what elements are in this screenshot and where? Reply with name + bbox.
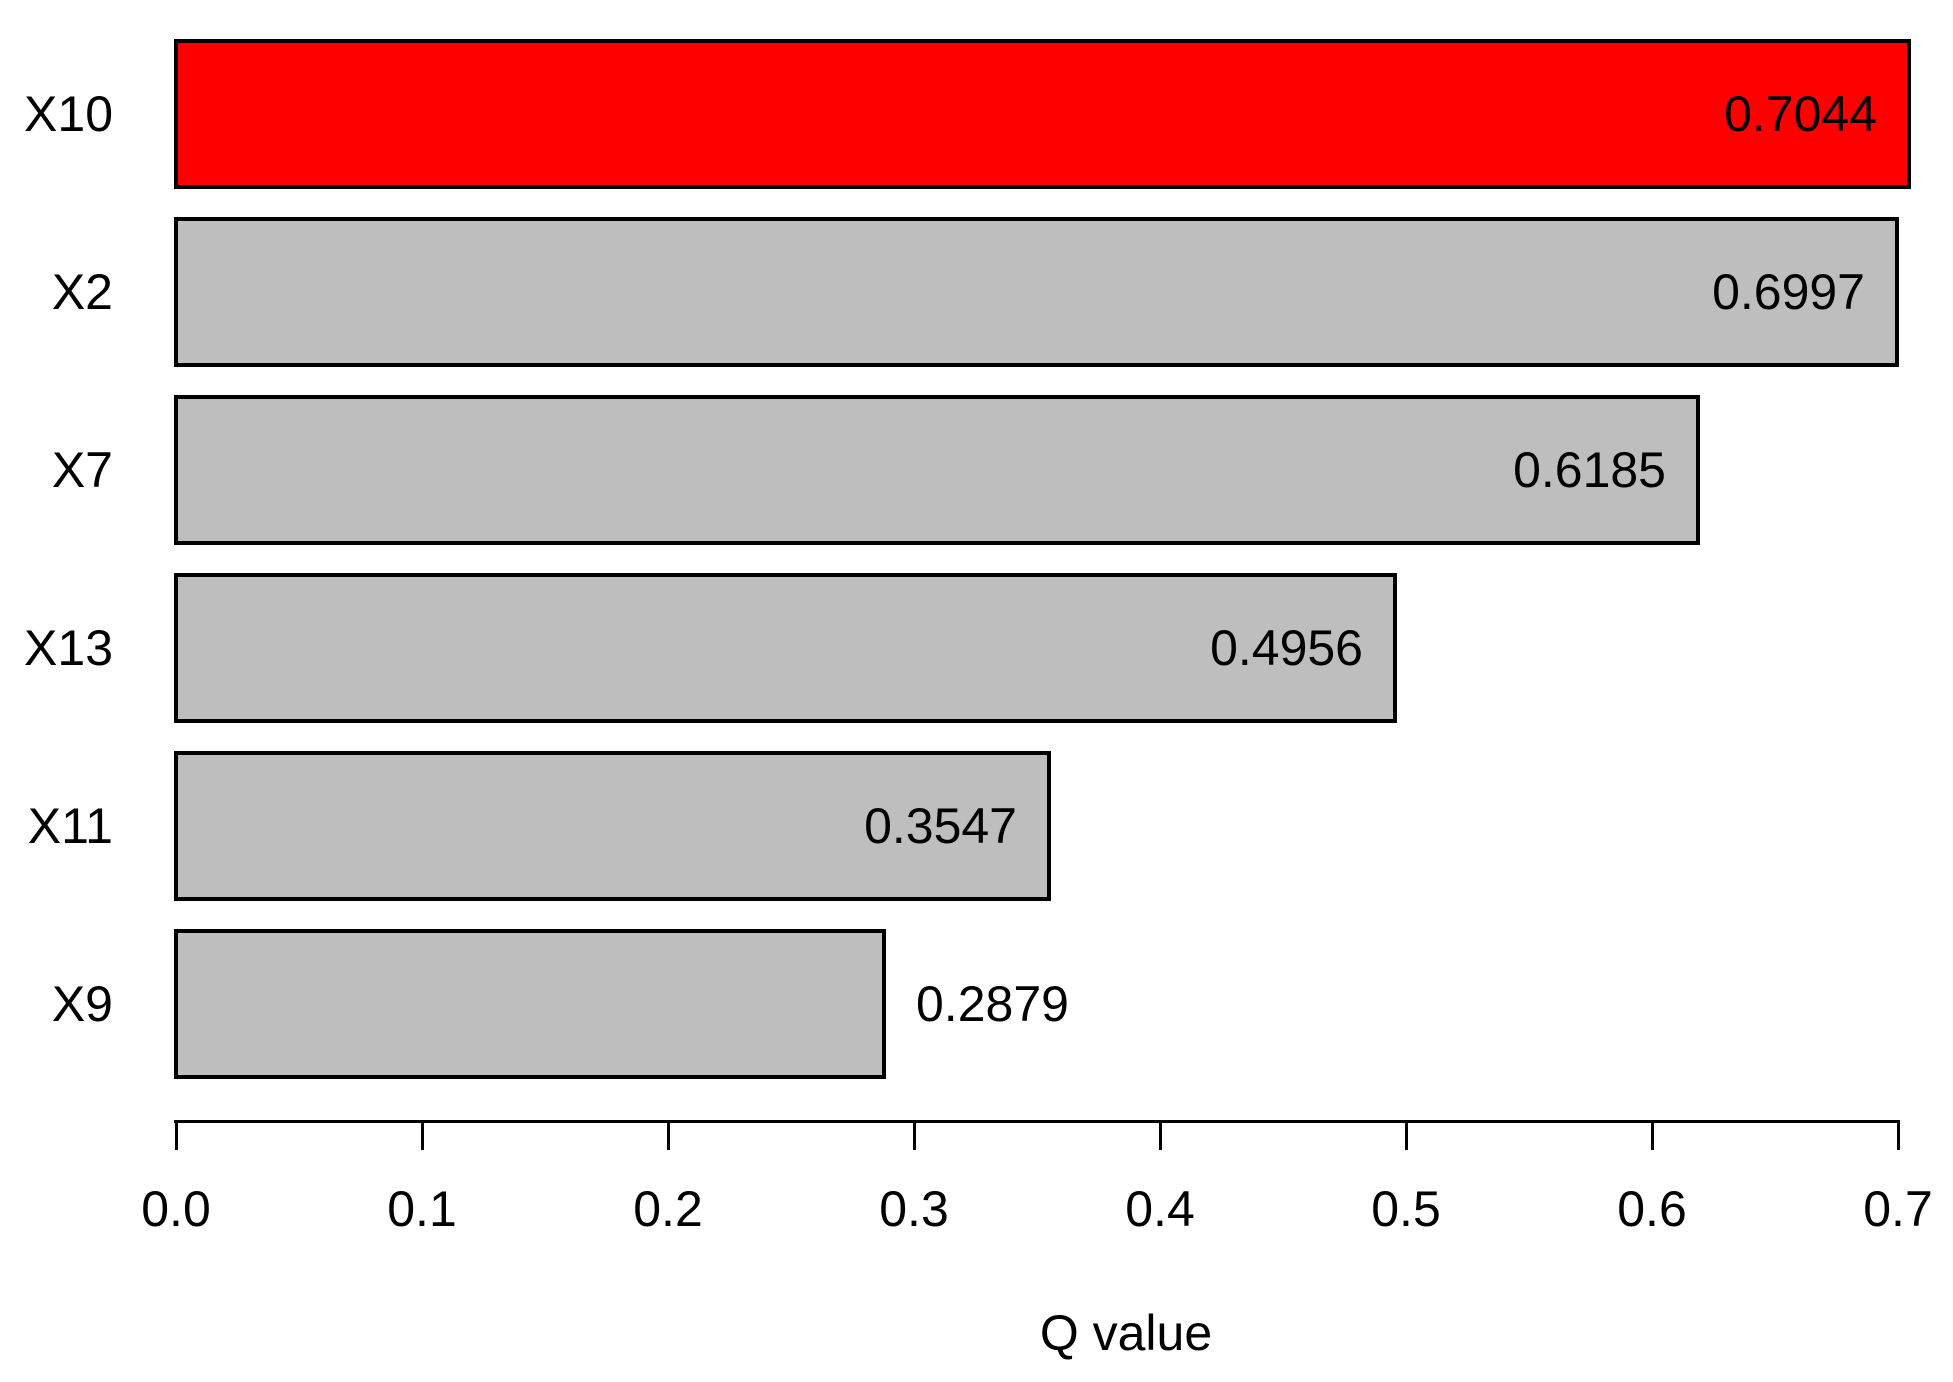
bar-X2 xyxy=(174,217,1899,367)
value-label-X11: 0.3547 xyxy=(864,798,1017,854)
x-axis-tick-0.6 xyxy=(1651,1120,1654,1150)
x-axis-line xyxy=(174,1120,1900,1123)
bar-X7 xyxy=(174,395,1700,545)
x-axis-tick-label-0.4: 0.4 xyxy=(1125,1181,1195,1237)
category-label-X11: X11 xyxy=(27,798,113,854)
x-axis-tick-0.7 xyxy=(1897,1120,1900,1150)
bar-X11 xyxy=(174,751,1051,901)
x-axis-tick-0.1 xyxy=(421,1120,424,1150)
category-label-X13: X13 xyxy=(24,620,113,676)
bar-X13 xyxy=(174,573,1397,723)
x-axis-tick-label-0.6: 0.6 xyxy=(1617,1181,1687,1237)
value-label-X7: 0.6185 xyxy=(1513,442,1666,498)
x-axis-tick-0.0 xyxy=(175,1120,178,1150)
value-label-X2: 0.6997 xyxy=(1712,264,1865,320)
x-axis-tick-label-0.0: 0.0 xyxy=(141,1181,211,1237)
x-axis-tick-0.5 xyxy=(1405,1120,1408,1150)
category-label-X7: X7 xyxy=(51,442,113,498)
category-label-X10: X10 xyxy=(24,86,113,142)
x-axis-tick-0.4 xyxy=(1159,1120,1162,1150)
x-axis-title: Q value xyxy=(1039,1305,1213,1361)
x-axis-tick-label-0.5: 0.5 xyxy=(1371,1181,1441,1237)
bar-X10 xyxy=(174,39,1911,189)
x-axis-tick-label-0.7: 0.7 xyxy=(1863,1181,1933,1237)
value-label-X9: 0.2879 xyxy=(916,976,1069,1032)
x-axis-tick-0.3 xyxy=(913,1120,916,1150)
value-label-X10: 0.7044 xyxy=(1724,86,1877,142)
category-label-X9: X9 xyxy=(51,976,113,1032)
x-axis-tick-label-0.3: 0.3 xyxy=(879,1181,949,1237)
x-axis-tick-label-0.1: 0.1 xyxy=(387,1181,457,1237)
value-label-X13: 0.4956 xyxy=(1210,620,1363,676)
bar-X9 xyxy=(174,929,886,1079)
x-axis-tick-label-0.2: 0.2 xyxy=(633,1181,703,1237)
category-label-X2: X2 xyxy=(51,264,113,320)
x-axis-tick-0.2 xyxy=(667,1120,670,1150)
